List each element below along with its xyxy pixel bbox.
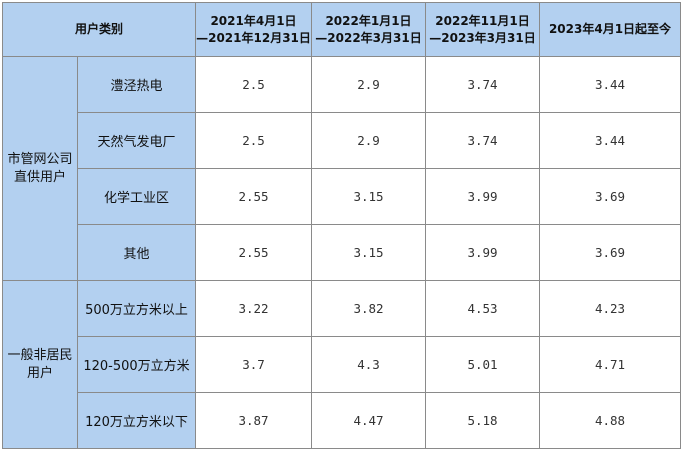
row-label: 120万立方米以下 bbox=[76, 392, 197, 449]
price-cell: 4.23 bbox=[539, 280, 682, 337]
header-period-1: 2021年4月1日 —2021年12月31日 bbox=[195, 2, 313, 57]
price-cell: 3.7 bbox=[195, 336, 313, 393]
header-period-2-start: 2022年1月1日 bbox=[325, 13, 412, 28]
price-cell: 3.87 bbox=[195, 392, 313, 449]
price-cell: 2.9 bbox=[311, 56, 427, 113]
price-cell: 2.5 bbox=[195, 56, 313, 113]
group-label-direct-supply: 市管网公司直供用户 bbox=[2, 56, 78, 281]
table-row: 120-500万立方米 3.7 4.3 5.01 4.71 bbox=[3, 336, 682, 393]
row-label: 其他 bbox=[76, 224, 197, 281]
price-cell: 3.44 bbox=[539, 56, 682, 113]
price-cell: 3.82 bbox=[311, 280, 427, 337]
price-cell: 5.18 bbox=[425, 392, 541, 449]
price-cell: 2.9 bbox=[311, 112, 427, 169]
header-period-3-end: —2023年3月31日 bbox=[429, 30, 536, 45]
header-period-2-end: —2022年3月31日 bbox=[315, 30, 422, 45]
price-cell: 2.55 bbox=[195, 224, 313, 281]
table-row: 化学工业区 2.55 3.15 3.99 3.69 bbox=[3, 168, 682, 225]
table-row: 120万立方米以下 3.87 4.47 5.18 4.88 bbox=[3, 392, 682, 449]
price-cell: 2.5 bbox=[195, 112, 313, 169]
price-cell: 4.53 bbox=[425, 280, 541, 337]
header-period-3-start: 2022年11月1日 bbox=[435, 13, 530, 28]
price-cell: 3.99 bbox=[425, 168, 541, 225]
row-label: 天然气发电厂 bbox=[76, 112, 197, 169]
row-label: 500万立方米以上 bbox=[76, 280, 197, 337]
price-cell: 5.01 bbox=[425, 336, 541, 393]
header-period-3: 2022年11月1日 —2023年3月31日 bbox=[425, 2, 541, 57]
price-cell: 4.71 bbox=[539, 336, 682, 393]
price-cell: 4.88 bbox=[539, 392, 682, 449]
price-cell: 3.69 bbox=[539, 168, 682, 225]
price-cell: 4.47 bbox=[311, 392, 427, 449]
row-label: 120-500万立方米 bbox=[76, 336, 197, 393]
price-cell: 3.44 bbox=[539, 112, 682, 169]
table-row: 天然气发电厂 2.5 2.9 3.74 3.44 bbox=[3, 112, 682, 169]
price-cell: 2.55 bbox=[195, 168, 313, 225]
price-cell: 3.69 bbox=[539, 224, 682, 281]
price-cell: 3.74 bbox=[425, 112, 541, 169]
header-row: 用户类别 2021年4月1日 —2021年12月31日 2022年1月1日 —2… bbox=[1, 2, 682, 57]
price-cell: 3.15 bbox=[311, 224, 427, 281]
price-cell: 3.15 bbox=[311, 168, 427, 225]
row-label: 化学工业区 bbox=[76, 168, 197, 225]
header-period-1-start: 2021年4月1日 bbox=[210, 13, 297, 28]
header-period-2: 2022年1月1日 —2022年3月31日 bbox=[311, 2, 427, 57]
price-cell: 3.99 bbox=[425, 224, 541, 281]
table-row: 市管网公司直供用户 澧泾热电 2.5 2.9 3.74 3.44 bbox=[2, 56, 682, 281]
price-cell: 3.74 bbox=[425, 56, 541, 113]
price-cell: 4.3 bbox=[311, 336, 427, 393]
row-label: 澧泾热电 bbox=[76, 56, 197, 113]
header-period-4: 2023年4月1日起至今 bbox=[539, 2, 682, 57]
table-row: 一般非居民用户 500万立方米以上 3.22 3.82 4.53 4.23 bbox=[2, 280, 682, 449]
price-cell: 3.22 bbox=[195, 280, 313, 337]
header-period-1-end: —2021年12月31日 bbox=[196, 30, 311, 45]
group-label-non-residential: 一般非居民用户 bbox=[2, 280, 78, 449]
header-user-category: 用户类别 bbox=[1, 2, 197, 57]
table-row: 其他 2.55 3.15 3.99 3.69 bbox=[3, 224, 682, 281]
